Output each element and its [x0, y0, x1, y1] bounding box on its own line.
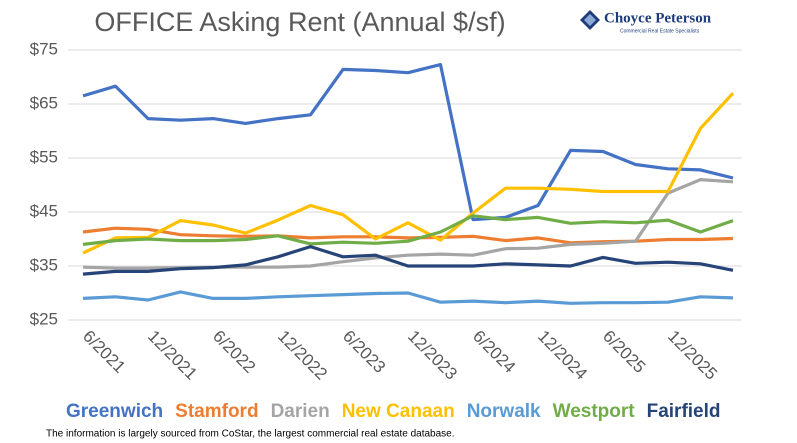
y-tick-label: $55 [30, 147, 58, 166]
legend-entry: Greenwich [66, 401, 163, 422]
y-tick-label: $35 [30, 255, 58, 274]
y-tick-label: $75 [30, 39, 58, 58]
legend-entry: Stamford [175, 401, 258, 422]
x-tick-label: 6/2024 [469, 327, 519, 377]
y-tick-label: $25 [30, 309, 58, 328]
x-tick-label: 6/2023 [339, 327, 389, 377]
legend-entry: Fairfield [647, 401, 721, 422]
series-line [82, 290, 734, 305]
x-tick-label: 12/2021 [144, 327, 201, 384]
y-tick-label: $65 [30, 93, 58, 112]
logo-tagline: Commercial Real Estate Specialists [620, 28, 700, 34]
legend-entry: Westport [553, 401, 636, 422]
series-line [82, 214, 734, 246]
x-tick-label: 12/2023 [404, 327, 461, 384]
series-line [82, 92, 735, 255]
x-tick-label: 12/2024 [534, 327, 591, 384]
x-tick-label: 6/2025 [599, 327, 649, 377]
x-tick-label: 6/2021 [79, 327, 129, 377]
series-line [82, 245, 734, 276]
y-tick-label: $45 [30, 201, 58, 220]
logo: Choyce Peterson Commercial Real Estate S… [580, 10, 712, 34]
legend-entry: New Canaan [342, 401, 455, 422]
footnote: The information is largely sourced from … [46, 429, 455, 440]
legend-entry: Darien [271, 401, 330, 422]
x-tick-label: 12/2022 [274, 327, 331, 384]
series-line [82, 62, 734, 222]
chart-title: OFFICE Asking Rent (Annual $/sf) [94, 7, 505, 37]
logo-name: Choyce Peterson [604, 10, 712, 26]
x-tick-label: 12/2025 [664, 327, 721, 384]
logo-icon-inner [584, 14, 596, 26]
legend-entry: Norwalk [467, 401, 541, 422]
x-tick-label: 6/2022 [209, 327, 259, 377]
